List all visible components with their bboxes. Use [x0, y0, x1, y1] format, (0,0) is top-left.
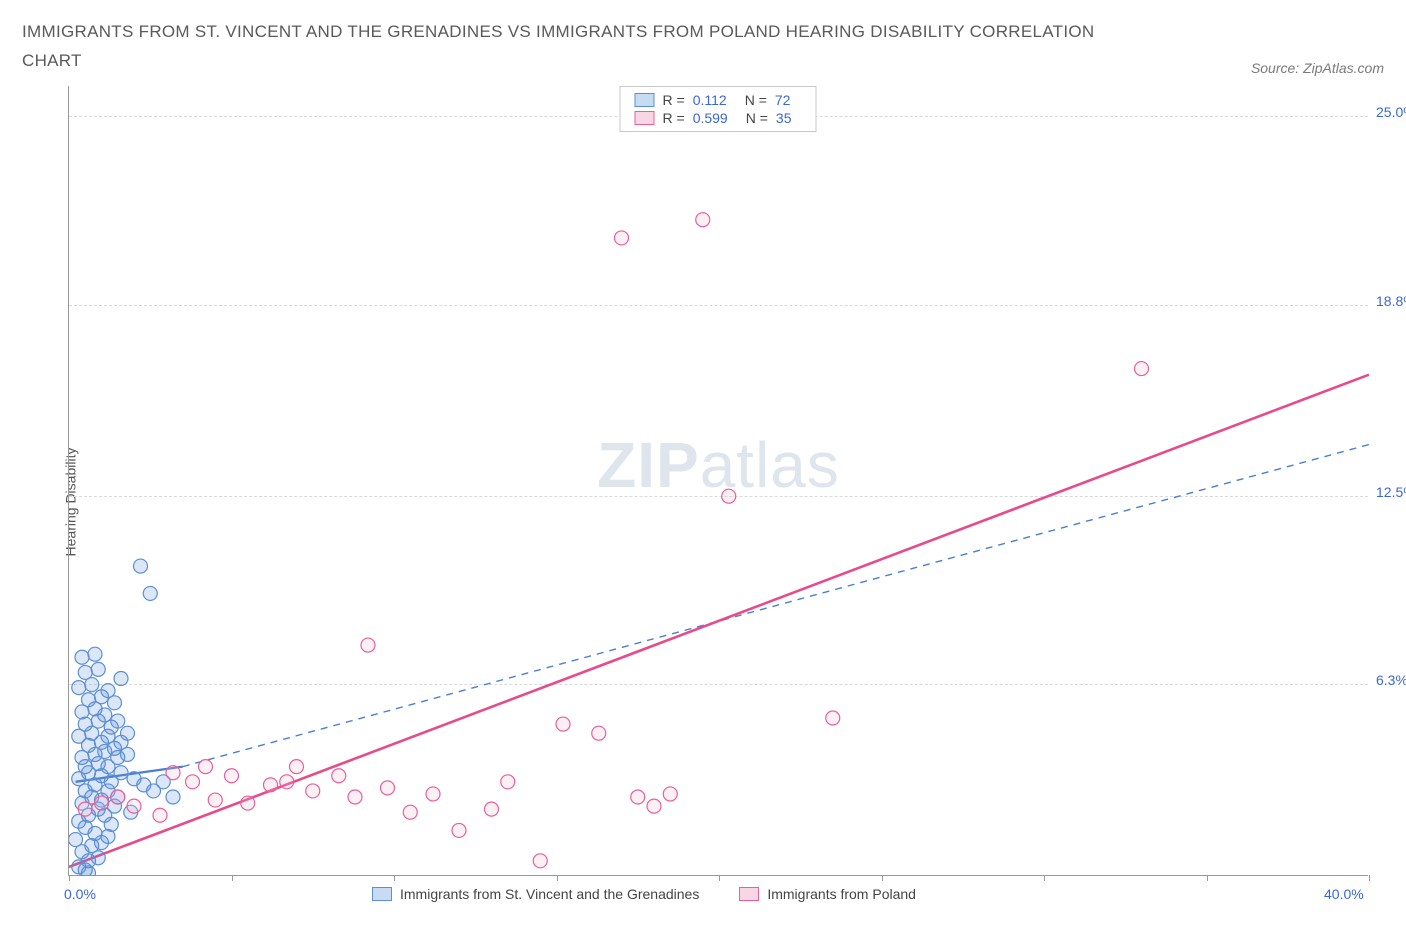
data-point	[104, 817, 118, 831]
plot-svg	[69, 86, 1369, 876]
x-tick-label: 40.0%	[1324, 886, 1364, 902]
data-point	[208, 793, 222, 807]
data-point	[186, 775, 200, 789]
legend-label: Immigrants from Poland	[767, 886, 916, 902]
data-point	[241, 796, 255, 810]
legend-label: Immigrants from St. Vincent and the Gren…	[400, 886, 699, 902]
data-point	[722, 489, 736, 503]
data-point	[225, 769, 239, 783]
data-point	[69, 832, 83, 846]
data-point	[826, 711, 840, 725]
legend-item: Immigrants from Poland	[739, 886, 916, 902]
data-point	[91, 851, 105, 865]
legend-swatch	[635, 93, 655, 107]
y-tick-label: 12.5%	[1376, 484, 1406, 500]
r-value: 0.112	[693, 92, 727, 108]
data-point	[153, 808, 167, 822]
data-point	[114, 765, 128, 779]
data-point	[114, 671, 128, 685]
data-point	[647, 799, 661, 813]
chart-title: IMMIGRANTS FROM ST. VINCENT AND THE GREN…	[22, 18, 1122, 76]
data-point	[332, 769, 346, 783]
legend-stat-row: R = 0.112 N = 72	[635, 92, 802, 108]
data-point	[199, 759, 213, 773]
data-point	[127, 799, 141, 813]
n-value: 72	[775, 92, 791, 108]
data-point	[111, 790, 125, 804]
x-tick-label: 0.0%	[64, 886, 96, 902]
data-point	[82, 866, 96, 876]
data-point	[88, 647, 102, 661]
n-label: N =	[745, 92, 767, 108]
x-tick	[1369, 875, 1370, 881]
legend-stat-row: R = 0.599 N = 35	[635, 110, 802, 126]
data-point	[485, 802, 499, 816]
chart-container: Hearing Disability ZIPatlas R = 0.112N =…	[22, 82, 1382, 922]
legend-series: Immigrants from St. Vincent and the Gren…	[372, 886, 916, 902]
data-point	[166, 790, 180, 804]
data-point	[121, 726, 135, 740]
data-point	[403, 805, 417, 819]
data-point	[533, 854, 547, 868]
data-point	[696, 212, 710, 226]
data-point	[348, 790, 362, 804]
data-point	[143, 586, 157, 600]
legend-swatch	[739, 887, 759, 901]
legend-swatch	[635, 111, 655, 125]
data-point	[134, 559, 148, 573]
data-point	[290, 759, 304, 773]
data-point	[306, 784, 320, 798]
legend-stats: R = 0.112 N = 72 R = 0.599 N = 35	[620, 86, 817, 132]
plot-area: ZIPatlas	[68, 86, 1368, 876]
data-point	[663, 787, 677, 801]
data-point	[75, 650, 89, 664]
r-label: R =	[663, 110, 685, 126]
data-point	[78, 665, 92, 679]
data-point	[82, 693, 96, 707]
data-point	[111, 714, 125, 728]
source-label: Source: ZipAtlas.com	[1251, 60, 1384, 76]
data-point	[91, 662, 105, 676]
data-point	[1135, 361, 1149, 375]
y-tick-label: 25.0%	[1376, 104, 1406, 120]
data-point	[615, 231, 629, 245]
data-point	[280, 775, 294, 789]
data-point	[72, 680, 86, 694]
n-label: N =	[746, 110, 768, 126]
data-point	[95, 796, 109, 810]
y-tick-label: 18.8%	[1376, 293, 1406, 309]
r-label: R =	[663, 92, 685, 108]
data-point	[166, 765, 180, 779]
data-point	[101, 683, 115, 697]
data-point	[98, 708, 112, 722]
n-value: 35	[776, 110, 792, 126]
data-point	[426, 787, 440, 801]
legend-swatch	[372, 887, 392, 901]
data-point	[361, 638, 375, 652]
y-tick-label: 6.3%	[1376, 672, 1406, 688]
data-point	[381, 781, 395, 795]
legend-item: Immigrants from St. Vincent and the Gren…	[372, 886, 699, 902]
data-point	[631, 790, 645, 804]
r-value: 0.599	[693, 110, 728, 126]
data-point	[501, 775, 515, 789]
data-point	[264, 778, 278, 792]
data-point	[452, 823, 466, 837]
data-point	[78, 802, 92, 816]
data-point	[592, 726, 606, 740]
data-point	[556, 717, 570, 731]
